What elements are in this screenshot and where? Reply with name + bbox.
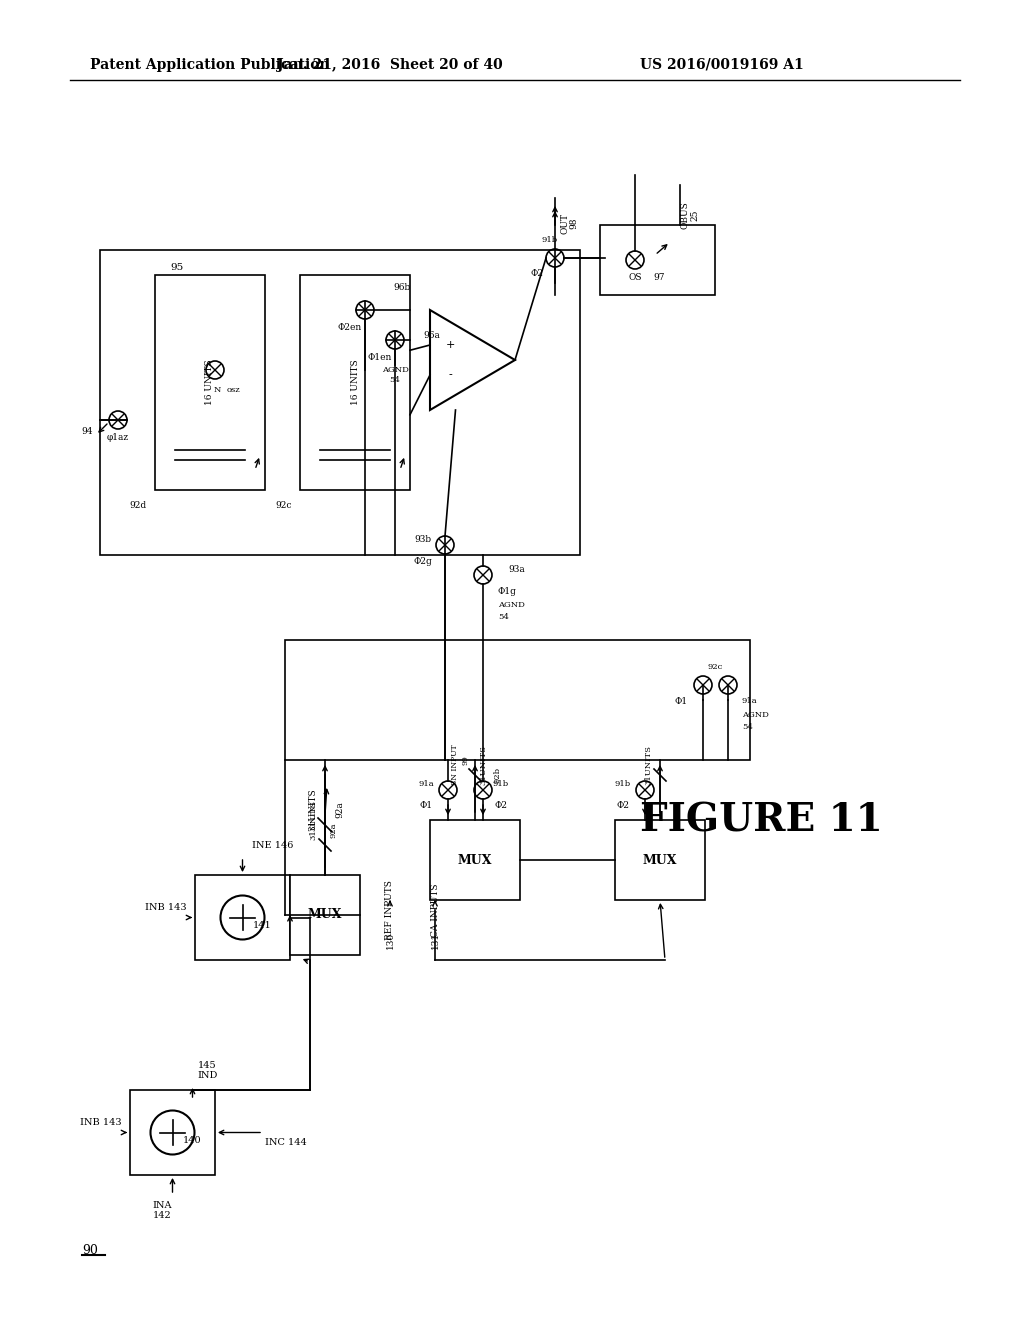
Text: 142: 142 (154, 1210, 172, 1220)
Text: MUX: MUX (308, 908, 342, 921)
Text: 96a: 96a (423, 330, 440, 339)
Text: INA: INA (153, 1200, 172, 1209)
Text: FIGURE 11: FIGURE 11 (640, 801, 883, 840)
Text: N: N (213, 385, 221, 393)
Text: 90: 90 (82, 1243, 98, 1257)
Text: Φ2: Φ2 (530, 269, 544, 279)
Text: Φ2: Φ2 (495, 801, 508, 810)
Text: 91b: 91b (493, 780, 509, 788)
Text: 92b: 92b (493, 767, 501, 783)
Text: CA INPUTS: CA INPUTS (430, 883, 439, 937)
Text: 96b: 96b (393, 284, 411, 293)
Text: 31UNITS: 31UNITS (309, 800, 317, 840)
Text: 91a: 91a (418, 780, 434, 788)
Text: INC 144: INC 144 (265, 1138, 307, 1147)
Text: REF INPUTS: REF INPUTS (385, 880, 394, 940)
Text: MUX: MUX (458, 854, 493, 866)
Bar (195, 875, 290, 960)
Text: 31UNITS: 31UNITS (308, 788, 317, 832)
Text: 91b: 91b (542, 236, 558, 244)
Bar (155, 275, 265, 490)
Bar (600, 224, 715, 294)
Text: 31UNITS: 31UNITS (479, 744, 487, 785)
Text: Patent Application Publication: Patent Application Publication (90, 58, 330, 73)
Bar (300, 275, 410, 490)
Text: 93b: 93b (415, 536, 431, 544)
Text: 95: 95 (170, 264, 183, 272)
Text: 97: 97 (653, 273, 665, 282)
Text: INB 143: INB 143 (145, 903, 187, 912)
Text: INE 146: INE 146 (253, 841, 294, 850)
Text: 92a: 92a (335, 801, 344, 818)
Bar (100, 249, 580, 554)
Text: 91b: 91b (615, 780, 631, 788)
Text: 131: 131 (430, 932, 439, 949)
Bar (130, 1090, 215, 1175)
Bar (290, 875, 360, 954)
Text: 92c: 92c (275, 500, 292, 510)
Text: φ1az: φ1az (106, 433, 129, 442)
Text: 92c: 92c (708, 663, 723, 671)
Text: MUX: MUX (643, 854, 677, 866)
Text: +: + (445, 341, 455, 350)
Text: 16 UNITS: 16 UNITS (350, 359, 359, 405)
Text: INB 143: INB 143 (80, 1118, 122, 1127)
Text: 141: 141 (253, 921, 271, 931)
Text: 91a: 91a (742, 697, 758, 705)
Text: AGND: AGND (742, 711, 769, 719)
Text: 94: 94 (82, 428, 93, 437)
Text: 130: 130 (385, 932, 394, 949)
Text: Φ2: Φ2 (616, 801, 630, 810)
Text: AGND: AGND (382, 366, 409, 374)
Text: Φ2en: Φ2en (338, 323, 362, 333)
Text: 54: 54 (389, 376, 400, 384)
Text: Φ2g: Φ2g (414, 557, 432, 565)
Text: OBUS: OBUS (680, 201, 689, 228)
Text: Φ1: Φ1 (675, 697, 687, 705)
Text: 16 UNITS: 16 UNITS (206, 359, 214, 405)
Text: -: - (449, 370, 452, 380)
Text: US 2016/0019169 A1: US 2016/0019169 A1 (640, 58, 804, 73)
Text: 25: 25 (690, 210, 699, 220)
Text: OUT: OUT (560, 213, 569, 234)
Text: 31UNITS: 31UNITS (644, 744, 652, 785)
Text: 54: 54 (498, 612, 509, 620)
Text: Φ1g: Φ1g (498, 586, 517, 595)
Text: Jan. 21, 2016  Sheet 20 of 40: Jan. 21, 2016 Sheet 20 of 40 (278, 58, 503, 73)
Text: 92a: 92a (329, 822, 337, 838)
Text: 98: 98 (569, 218, 578, 228)
Text: 140: 140 (182, 1137, 201, 1144)
Text: SN INPUT: SN INPUT (451, 744, 459, 785)
Text: AGND: AGND (498, 601, 525, 609)
Text: 92d: 92d (130, 500, 147, 510)
Text: Φ1en: Φ1en (368, 354, 392, 363)
Bar (285, 640, 750, 760)
Text: OS: OS (629, 273, 642, 282)
Text: 93a: 93a (508, 565, 524, 574)
Text: 99: 99 (461, 755, 469, 764)
Text: 54: 54 (742, 723, 753, 731)
Bar (615, 820, 705, 900)
Text: IND: IND (198, 1071, 218, 1080)
Text: Φ1: Φ1 (420, 801, 432, 810)
Text: 145: 145 (198, 1060, 216, 1069)
Text: osz: osz (227, 385, 241, 393)
Bar (430, 820, 520, 900)
